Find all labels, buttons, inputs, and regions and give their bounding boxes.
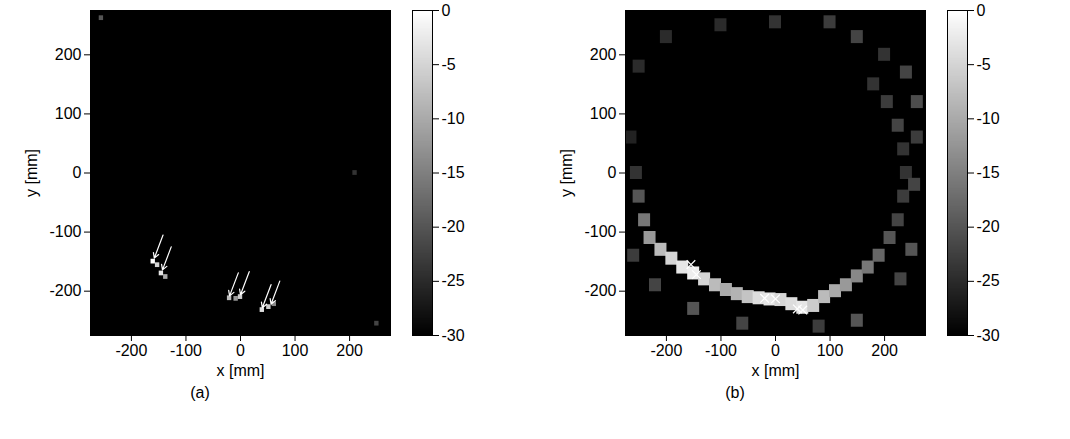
svg-text:-30: -30 (977, 327, 1000, 344)
html-text:(b): (b) (725, 384, 745, 401)
svg-text:0: 0 (73, 164, 82, 181)
svg-text:-25: -25 (977, 272, 1000, 289)
svg-text:200: 200 (336, 342, 363, 359)
svg-text:-100: -100 (170, 342, 202, 359)
svg-text:0: 0 (977, 2, 986, 19)
svg-text:-200: -200 (115, 342, 147, 359)
svg-text:-30: -30 (442, 327, 465, 344)
html-text:(a): (a) (190, 384, 210, 401)
svg-text:-100: -100 (584, 223, 616, 240)
svg-text:-10: -10 (977, 110, 1000, 127)
svg-text:100: 100 (55, 105, 82, 122)
svg-text:y [mm]: y [mm] (23, 149, 40, 197)
svg-text:200: 200 (590, 46, 617, 63)
svg-text:-200: -200 (584, 282, 616, 299)
svg-text:0: 0 (236, 342, 245, 359)
svg-text:100: 100 (590, 105, 617, 122)
svg-text:100: 100 (817, 342, 844, 359)
svg-text:y [mm]: y [mm] (558, 149, 575, 197)
svg-text:0: 0 (442, 2, 451, 19)
svg-text:-200: -200 (49, 282, 81, 299)
svg-text:-200: -200 (650, 342, 682, 359)
svg-text:-10: -10 (442, 110, 465, 127)
svg-text:-20: -20 (977, 218, 1000, 235)
svg-text:-100: -100 (49, 223, 81, 240)
svg-text:-15: -15 (442, 164, 465, 181)
svg-text:-100: -100 (705, 342, 737, 359)
svg-text:0: 0 (608, 164, 617, 181)
svg-text:0: 0 (771, 342, 780, 359)
svg-text:-15: -15 (977, 164, 1000, 181)
svg-text:x [mm]: x [mm] (217, 362, 265, 379)
svg-text:-5: -5 (442, 56, 456, 73)
svg-text:-25: -25 (442, 272, 465, 289)
svg-text:100: 100 (282, 342, 309, 359)
svg-text:-20: -20 (442, 218, 465, 235)
svg-text:200: 200 (55, 46, 82, 63)
svg-text:-5: -5 (977, 56, 991, 73)
svg-text:200: 200 (871, 342, 898, 359)
svg-text:x [mm]: x [mm] (752, 362, 800, 379)
